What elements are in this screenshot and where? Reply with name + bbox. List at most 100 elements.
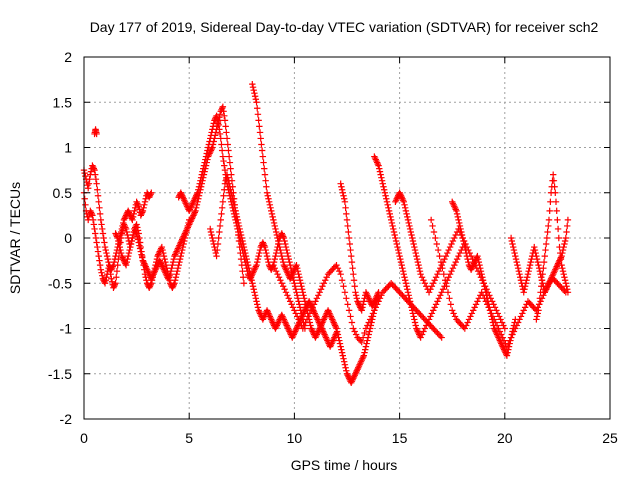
data-point-interp bbox=[171, 277, 179, 284]
data-point-interp bbox=[355, 299, 362, 307]
data-marks bbox=[80, 80, 572, 386]
y-tick-label: 0.5 bbox=[53, 185, 73, 201]
data-point-interp bbox=[94, 192, 102, 199]
data-point-interp bbox=[84, 182, 91, 189]
data-point-interp bbox=[247, 274, 255, 281]
data-point bbox=[497, 338, 504, 346]
data-point-interp bbox=[104, 255, 112, 263]
data-point-interp bbox=[119, 254, 126, 261]
data-point-interp bbox=[451, 204, 459, 212]
data-point-interp bbox=[393, 240, 400, 248]
data-point bbox=[339, 189, 346, 196]
data-point-interp bbox=[491, 304, 499, 311]
data-point-interp bbox=[214, 115, 221, 123]
data-point bbox=[167, 271, 174, 278]
data-point bbox=[396, 252, 403, 260]
data-point-interp bbox=[392, 237, 400, 245]
data-point bbox=[320, 280, 328, 287]
data-point-interp bbox=[130, 210, 137, 218]
data-point-interp bbox=[414, 328, 422, 335]
data-point-interp bbox=[431, 326, 438, 334]
data-point-interp bbox=[146, 283, 154, 290]
data-point bbox=[350, 325, 357, 332]
data-point-interp bbox=[254, 258, 261, 266]
data-point-interp bbox=[427, 313, 434, 320]
data-point bbox=[261, 243, 269, 251]
data-point-interp bbox=[336, 267, 343, 275]
data-point-interp bbox=[404, 213, 411, 221]
data-point-interp bbox=[265, 195, 272, 202]
data-point bbox=[484, 298, 492, 305]
data-point bbox=[520, 307, 527, 314]
data-point bbox=[171, 252, 178, 260]
data-point-interp bbox=[486, 304, 493, 311]
data-point-interp bbox=[329, 337, 337, 344]
data-point-interp bbox=[441, 255, 448, 263]
data-point-interp bbox=[359, 355, 366, 362]
data-point-interp bbox=[380, 287, 388, 294]
data-point bbox=[514, 261, 521, 269]
data-point-interp bbox=[315, 328, 322, 335]
data-point-interp bbox=[535, 301, 543, 308]
data-point bbox=[312, 311, 319, 319]
data-point-interp bbox=[380, 183, 387, 190]
data-point-interp bbox=[334, 331, 342, 338]
data-point-interp bbox=[473, 254, 480, 261]
data-point bbox=[291, 266, 298, 273]
data-point-interp bbox=[122, 213, 129, 221]
data-point bbox=[556, 257, 563, 264]
data-point bbox=[286, 298, 294, 305]
data-point bbox=[535, 261, 542, 269]
data-point-interp bbox=[275, 237, 282, 245]
data-point-interp bbox=[275, 317, 283, 325]
data-point bbox=[356, 302, 363, 310]
data-point-interp bbox=[491, 326, 499, 334]
data-point bbox=[148, 189, 155, 196]
y-tick-label: 1.5 bbox=[53, 94, 73, 110]
data-point bbox=[438, 289, 445, 296]
data-point-interp bbox=[142, 195, 149, 202]
data-point-interp bbox=[284, 292, 291, 299]
data-point-interp bbox=[88, 210, 95, 218]
data-point-interp bbox=[351, 328, 358, 335]
data-point bbox=[543, 284, 551, 291]
data-point bbox=[392, 284, 399, 291]
data-point bbox=[507, 334, 515, 341]
data-point bbox=[453, 207, 460, 215]
data-point bbox=[537, 298, 544, 305]
data-point bbox=[137, 212, 145, 219]
data-point bbox=[451, 261, 458, 269]
data-point-interp bbox=[456, 222, 464, 230]
data-point bbox=[505, 343, 513, 350]
data-point bbox=[415, 261, 422, 269]
data-point bbox=[272, 325, 279, 332]
data-point-interp bbox=[240, 274, 247, 281]
data-point-interp bbox=[352, 331, 360, 338]
data-point bbox=[526, 261, 534, 269]
data-point-interp bbox=[138, 251, 145, 258]
data-point-interp bbox=[82, 201, 89, 209]
data-point-interp bbox=[128, 215, 135, 222]
data-point-interp bbox=[113, 267, 121, 275]
data-point bbox=[265, 311, 273, 319]
data-point bbox=[472, 257, 479, 264]
data-point bbox=[289, 271, 296, 278]
data-point-interp bbox=[256, 308, 263, 316]
data-point-interp bbox=[449, 237, 457, 245]
data-point-interp bbox=[258, 141, 265, 148]
data-point bbox=[299, 289, 307, 296]
data-point-interp bbox=[385, 283, 392, 290]
data-point-interp bbox=[448, 240, 455, 248]
data-point-interp bbox=[366, 296, 373, 304]
data-point bbox=[177, 252, 184, 260]
data-point bbox=[255, 117, 262, 124]
data-point-interp bbox=[432, 328, 440, 335]
data-point-interp bbox=[256, 249, 263, 257]
data-point bbox=[438, 334, 445, 341]
data-point bbox=[213, 252, 220, 260]
data-point-interp bbox=[310, 308, 318, 316]
data-point-interp bbox=[536, 295, 544, 302]
data-point-interp bbox=[241, 246, 248, 254]
y-tick-label: 1 bbox=[64, 140, 72, 156]
data-point-interp bbox=[251, 93, 259, 100]
